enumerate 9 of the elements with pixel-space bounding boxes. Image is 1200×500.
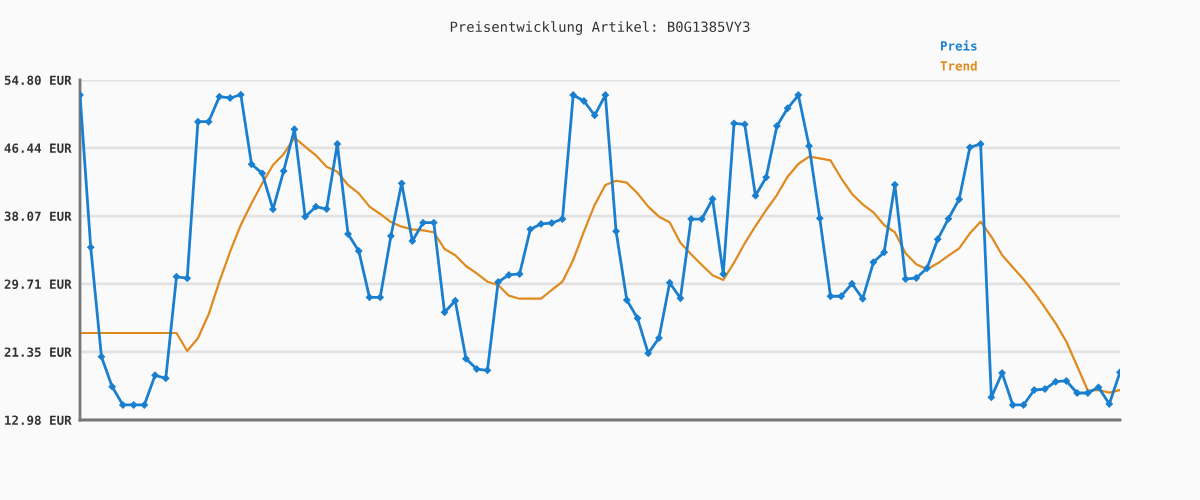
chart-title: Preisentwicklung Artikel: B0G1385VY3: [450, 21, 750, 35]
y-tick-label: 29.71 EUR: [4, 279, 72, 289]
text: Preis: [940, 40, 977, 51]
y-tick-label: 12.98 EUR: [5, 415, 72, 425]
y-tick-label: 54.80 EUR: [4, 75, 72, 85]
y-tick-label: 21.35 EUR: [4, 347, 72, 357]
y-tick-label: 46.44 EUR: [4, 143, 72, 153]
text: Trend: [940, 60, 977, 71]
y-tick-label: 38.07 EUR: [4, 211, 72, 221]
